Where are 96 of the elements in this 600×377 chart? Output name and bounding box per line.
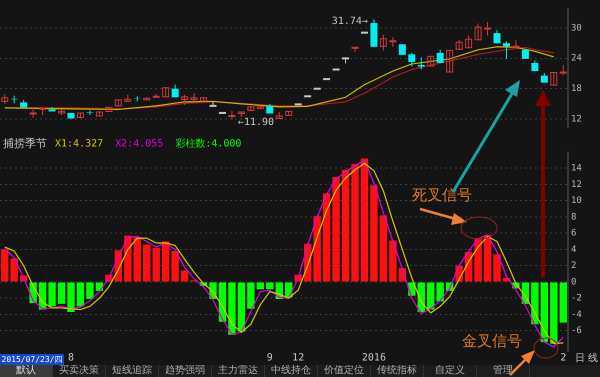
bar: [380, 215, 388, 282]
bar: [76, 282, 84, 306]
text: 日: [575, 353, 585, 365]
y-tick-label: 14: [571, 164, 582, 174]
text: X2:4.055: [115, 138, 164, 150]
x-tick-label: 2016: [362, 352, 386, 364]
candlestick: [30, 106, 37, 119]
bar: [124, 236, 132, 282]
bar: [1, 249, 8, 282]
y-tick-label: 12: [571, 114, 582, 124]
candlestick: [456, 40, 463, 50]
candlestick: [494, 30, 500, 44]
y-tick-label: -2: [571, 294, 582, 304]
candlestick: [389, 36, 396, 48]
bar: [256, 282, 264, 290]
candlestick: [446, 49, 454, 74]
bar: [228, 282, 236, 335]
bar: [389, 240, 397, 282]
y-tick-label: 24: [571, 54, 582, 64]
bar: [143, 244, 150, 282]
candlestick: [427, 55, 434, 67]
bar: [342, 170, 350, 282]
candlestick: [370, 18, 378, 48]
candlestick: [1, 94, 8, 104]
bar: [171, 251, 179, 282]
bar: [86, 282, 94, 300]
y-tick-label: 30: [571, 23, 582, 34]
bar: [474, 238, 482, 282]
bar: [560, 282, 567, 323]
bar: [427, 282, 434, 310]
text: 默认: [0, 365, 53, 377]
text: 线: [588, 353, 598, 365]
text: X1:4.327: [55, 138, 104, 150]
bar: [493, 254, 501, 282]
candlestick: [380, 34, 387, 51]
text: 管理: [477, 365, 530, 377]
annotation: 31.74→: [332, 16, 368, 27]
bar: [10, 258, 18, 282]
candlestick: [10, 95, 18, 104]
y-tick-label: -6: [571, 326, 582, 336]
x-tick-label: 8: [68, 352, 74, 364]
candlestick: [172, 84, 179, 98]
y-tick-label: 0: [571, 277, 576, 288]
bar: [436, 282, 444, 302]
x-tick-label: 9: [266, 352, 273, 364]
annotation: ←11.90: [238, 117, 274, 128]
text: 2015/07/23/四: [0, 354, 64, 365]
chart-title: 捕捞季节: [3, 136, 47, 150]
bar: [134, 237, 141, 282]
candlestick: [465, 35, 472, 49]
text: 趋势强弱: [159, 365, 212, 377]
bar: [247, 282, 255, 309]
bar: [540, 282, 548, 342]
y-tick-label: 2: [571, 261, 576, 272]
bar: [531, 282, 539, 324]
bar: [266, 282, 274, 290]
candlestick: [408, 52, 416, 67]
bar: [360, 158, 368, 282]
annotation: 金叉信号: [462, 332, 522, 351]
x-tick-label: 2: [560, 352, 566, 364]
bar: [152, 248, 160, 282]
bar: [550, 282, 558, 344]
candlestick: [560, 64, 567, 76]
bar: [370, 185, 378, 282]
bar: [67, 282, 75, 312]
candlestick: [474, 23, 482, 41]
candlestick: [162, 86, 170, 98]
text: 买卖决策: [53, 365, 106, 377]
candlestick: [436, 49, 444, 64]
bar: [351, 164, 359, 282]
bar: [238, 282, 246, 332]
text: 短线追踪: [106, 365, 159, 377]
candlestick: [181, 94, 188, 106]
candlestick: [418, 56, 425, 70]
x-tick-label: 12: [292, 352, 304, 364]
bar: [162, 241, 170, 282]
y-tick-label: 6: [571, 228, 576, 239]
y-tick-label: 10: [571, 196, 582, 206]
candlestick: [484, 22, 492, 36]
bar: [180, 270, 188, 282]
candlestick: [134, 96, 141, 102]
candlestick: [266, 103, 274, 114]
y-tick-label: -4: [571, 310, 582, 320]
y-tick-label: 4: [571, 244, 576, 255]
text: 中线持仓: [265, 365, 318, 377]
bar: [313, 216, 321, 282]
candlestick: [550, 72, 558, 86]
bar: [332, 177, 340, 282]
bar: [322, 193, 330, 282]
bar: [48, 282, 56, 306]
text: 彩柱数:4.000: [175, 138, 242, 150]
y-tick-label: 18: [571, 84, 582, 94]
bar: [58, 282, 66, 304]
y-tick-label: 8: [571, 212, 576, 222]
candlestick: [502, 40, 510, 60]
y-tick-label: 12: [571, 180, 582, 190]
